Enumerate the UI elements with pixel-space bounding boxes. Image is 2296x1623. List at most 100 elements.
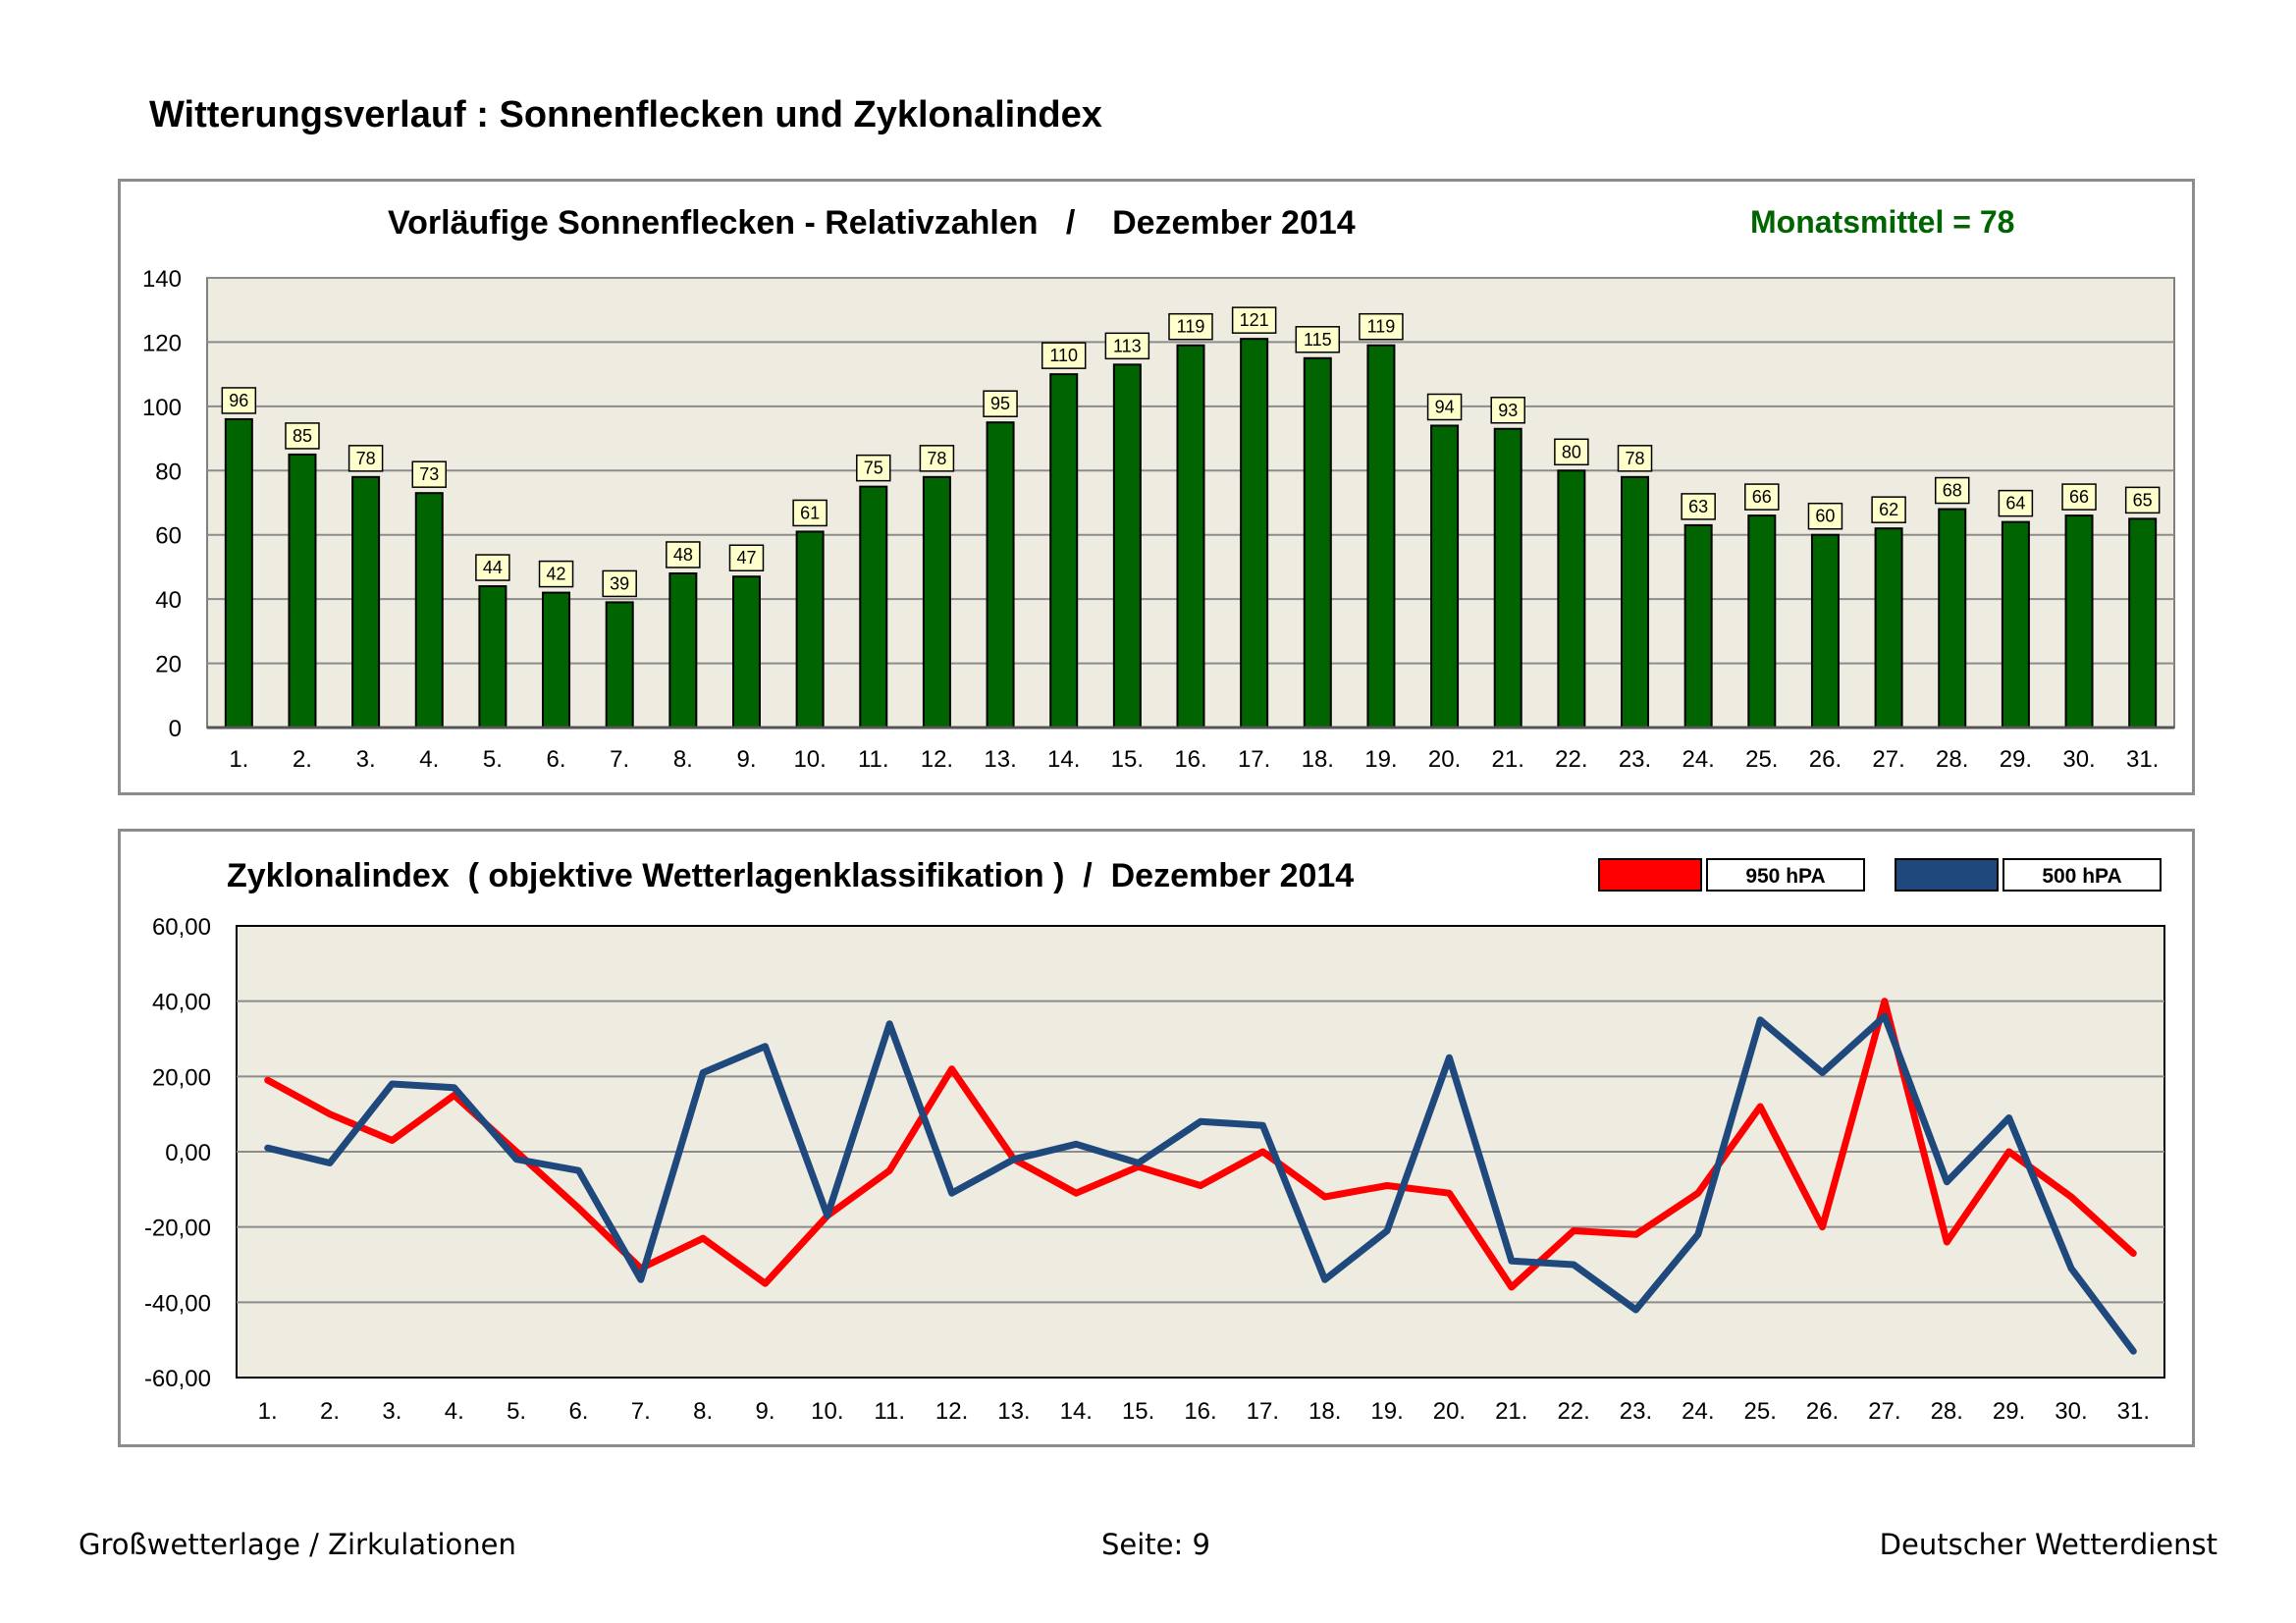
data-label-box [1168,312,1213,341]
x-tick-label: 16. [1174,746,1206,773]
x-tick-label: 15. [1111,746,1144,773]
sunspot-chart-title: Vorläufige Sonnenflecken - Relativzahlen… [388,204,1356,242]
data-label-box [602,569,637,598]
bar [1938,508,1967,729]
bar [1049,373,1079,729]
data-point [2070,1196,2072,1198]
legend-swatch [1598,858,1702,892]
x-tick-label: 21. [1492,746,1524,773]
bar [414,492,444,729]
footer-page-number: Seite: 9 [1101,1528,1210,1561]
data-point [454,1087,455,1089]
x-tick-label: 15. [1122,1398,1154,1425]
data-point [1324,1278,1326,1280]
data-point [1261,1151,1263,1153]
bar [1621,475,1650,730]
data-label-box [1744,483,1780,511]
data-label-box [1104,332,1150,360]
data-label-box [2061,483,2097,511]
x-tick-label: 26. [1806,1398,1839,1425]
data-point [1946,1241,1948,1243]
x-tick-label: 29. [2000,746,2032,773]
x-tick-label: 3. [382,1398,401,1425]
y-tick-label: 40 [155,587,182,614]
data-point [391,1140,393,1142]
data-label-box [1231,306,1277,334]
data-label-box [1681,493,1716,520]
legend-label: 950 hPA [1745,865,1825,888]
y-tick-label: 140 [142,266,182,293]
bar [986,421,1015,729]
x-tick-label: 18. [1302,746,1334,773]
data-point [888,1023,890,1025]
bar [1112,363,1142,729]
data-point [1573,1230,1575,1232]
x-tick-label: 28. [1936,746,1968,773]
data-point [765,1282,767,1284]
x-tick-label: 8. [673,746,693,773]
bar [2001,520,2030,729]
data-label: 78 [927,449,946,468]
x-tick-label: 27. [1868,1398,1900,1425]
cyclonal-index-line-chart: Zyklonalindex ( objektive Wetterlagenkla… [144,857,2165,1425]
page-title: Witterungsverlauf : Sonnenflecken und Zy… [149,94,1102,135]
data-label-box [2124,486,2161,514]
data-label-box [538,560,574,588]
data-label-box [1490,397,1525,424]
x-tick-label: 13. [997,1398,1030,1425]
data-label-box [285,422,320,450]
data-label: 119 [1367,317,1396,337]
data-point [640,1278,642,1280]
data-point [329,1113,331,1115]
data-label-box [221,387,257,414]
x-tick-label: 29. [1993,1398,2025,1425]
data-point [267,1079,269,1081]
bar [731,575,761,729]
bar [1176,344,1205,729]
data-label-box [1554,438,1589,466]
x-tick-label: 2. [320,1398,340,1425]
data-point [702,1072,704,1074]
y-tick-label: -40,00 [144,1290,211,1317]
data-label: 93 [1498,401,1518,420]
data-point [1822,1072,1824,1074]
data-point [951,1068,953,1070]
data-point [1697,1192,1699,1194]
data-label-box [1871,496,1906,523]
y-tick-label: 40,00 [152,990,211,1016]
x-tick-label: 1. [229,746,248,773]
x-tick-label: 11. [858,746,889,773]
x-tick-label: 1. [258,1398,278,1425]
x-tick-label: 25. [1745,746,1778,773]
bar [605,601,634,729]
cyclonal-index-chart-title: Zyklonalindex ( objektive Wetterlagenkla… [227,857,1354,894]
data-point [515,1159,517,1161]
data-point [329,1163,331,1164]
x-tick-label: 30. [2055,1398,2087,1425]
data-point [1386,1185,1388,1187]
x-tick-label: 9. [756,1398,775,1425]
x-tick-label: 20. [1428,746,1461,773]
data-point [1200,1120,1201,1122]
x-tick-label: 19. [1370,1398,1403,1425]
data-label-box [983,390,1018,417]
x-tick-label: 16. [1184,1398,1216,1425]
data-label: 42 [547,565,566,584]
x-tick-label: 18. [1308,1398,1341,1425]
data-label: 110 [1049,346,1078,365]
bar [351,475,381,730]
x-tick-label: 14. [1060,1398,1093,1425]
data-point [1884,1001,1886,1002]
x-tick-label: 30. [2062,746,2095,773]
data-point [1946,1181,1948,1183]
x-tick-label: 20. [1433,1398,1466,1425]
data-label: 47 [736,548,756,568]
x-tick-label: 17. [1247,1398,1279,1425]
y-tick-label: 20 [155,652,182,678]
bar [1874,527,1903,729]
data-point [391,1083,393,1085]
data-point [1634,1309,1636,1311]
data-label-box [1807,502,1843,530]
bar [1240,338,1269,730]
x-tick-label: 10. [793,746,826,773]
